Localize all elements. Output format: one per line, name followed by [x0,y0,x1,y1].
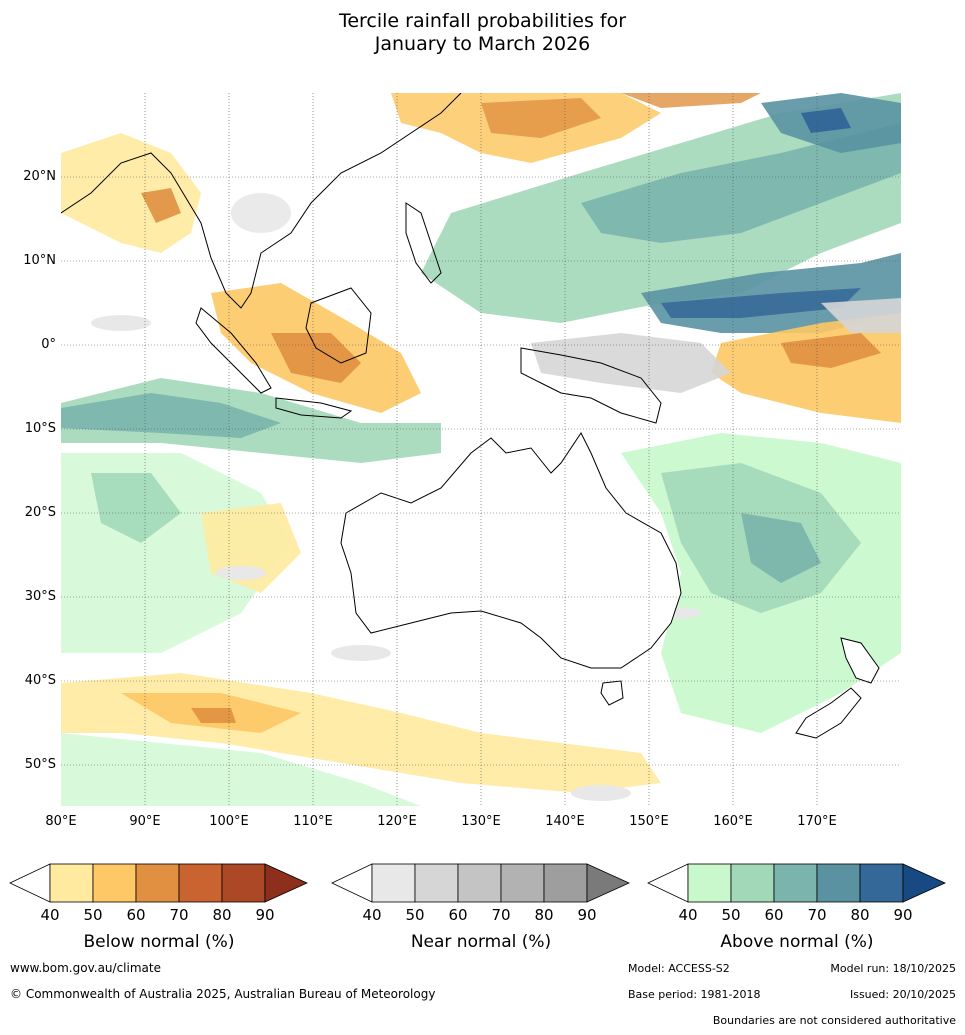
copyright-text: © Commonwealth of Australia 2025, Austra… [10,987,436,1001]
cb2-seg4 [816,863,861,903]
boundary-disclaimer: Boundaries are not considered authoritat… [712,1014,956,1027]
java-outline [275,397,353,419]
new-guinea-outline [520,347,662,424]
cb0-tick-1: 50 [83,906,103,924]
cb0-seg5 [221,863,266,903]
cb2-tick-4: 80 [850,906,870,924]
cb1-seg1 [371,863,416,903]
cb2-tick-5: 90 [893,906,913,924]
colorbar-label-near: Near normal (%) [410,932,552,952]
cb0-tick-3: 70 [169,906,189,924]
cb2-tick-0: 40 [678,906,698,924]
cb2-tick-2: 60 [764,906,784,924]
asia-coastline [61,93,462,309]
cb1-seg4 [500,863,545,903]
sumatra-outline [195,307,272,394]
philippines-outline [405,202,442,284]
lon-label-100e: 100°E [209,814,249,829]
cb1-tick-1: 50 [405,906,425,924]
lat-label-10s: 10°S [24,421,56,436]
lon-label-110e: 110°E [293,814,333,829]
lon-label-80e: 80°E [45,814,77,829]
colorbar-label-above: Above normal (%) [720,932,874,952]
lon-label-170e: 170°E [797,814,837,829]
cb0-seg4 [178,863,223,903]
colorbar-below-normal [9,863,308,903]
lat-label-30s: 30°S [24,589,56,604]
australia-landmass [340,432,682,669]
rainfall-map [61,93,901,806]
cb1-tick-0: 40 [362,906,382,924]
cb2-seg6 [902,863,946,903]
lon-label-120e: 120°E [377,814,417,829]
new-zealand-north-island [840,637,880,684]
model-run-date: Model run: 18/10/2025 [830,962,956,975]
map-title: Tercile rainfall probabilities for Janua… [0,10,965,56]
cb2-seg1 [687,863,732,903]
cb2-seg0 [647,863,689,903]
cb1-seg0 [331,863,373,903]
lon-label-130e: 130°E [461,814,501,829]
cb1-seg5 [543,863,588,903]
issued-date: Issued: 20/10/2025 [849,988,956,1001]
cb0-seg0 [9,863,51,903]
cb2-seg3 [773,863,818,903]
title-line-1: Tercile rainfall probabilities for [338,10,627,32]
cb2-tick-1: 50 [721,906,741,924]
lon-label-90e: 90°E [129,814,161,829]
tasmania-landmass [600,680,624,706]
cb2-seg5 [859,863,904,903]
cb1-tick-5: 90 [577,906,597,924]
cb0-tick-0: 40 [40,906,60,924]
new-zealand-south-island [795,687,862,739]
lat-label-20s: 20°S [24,505,56,520]
lat-label-20n: 20°N [23,169,56,184]
cb0-seg2 [92,863,137,903]
cb2-tick-3: 70 [807,906,827,924]
base-period: Base period: 1981-2018 [628,988,761,1001]
lon-label-150e: 150°E [629,814,669,829]
lon-label-140e: 140°E [545,814,585,829]
cb0-tick-5: 90 [255,906,275,924]
cb1-tick-4: 80 [534,906,554,924]
model-name: Model: ACCESS-S2 [628,962,730,975]
map-canvas [61,93,901,806]
cb1-tick-3: 70 [491,906,511,924]
colorbar-above-normal [647,863,946,903]
website-link[interactable]: www.bom.gov.au/climate [10,961,161,975]
cb1-seg2 [414,863,459,903]
cb1-seg6 [586,863,630,903]
cb1-seg3 [457,863,502,903]
near-normal-region-png [531,333,731,393]
lon-label-160e: 160°E [713,814,753,829]
title-line-2: January to March 2026 [374,33,591,55]
cb0-seg6 [264,863,308,903]
cb0-tick-2: 60 [126,906,146,924]
cb0-seg3 [135,863,180,903]
lat-label-40s: 40°S [24,673,56,688]
lat-label-10n: 10°N [23,253,56,268]
cb0-seg1 [49,863,94,903]
lat-label-50s: 50°S [24,757,56,772]
cb0-tick-4: 80 [212,906,232,924]
cb2-seg2 [730,863,775,903]
colorbar-label-below: Below normal (%) [83,932,235,952]
cb1-tick-2: 60 [448,906,468,924]
colorbar-near-normal [331,863,630,903]
lat-label-0: 0° [41,337,56,352]
borneo-outline [305,287,372,364]
graticule [61,93,901,806]
